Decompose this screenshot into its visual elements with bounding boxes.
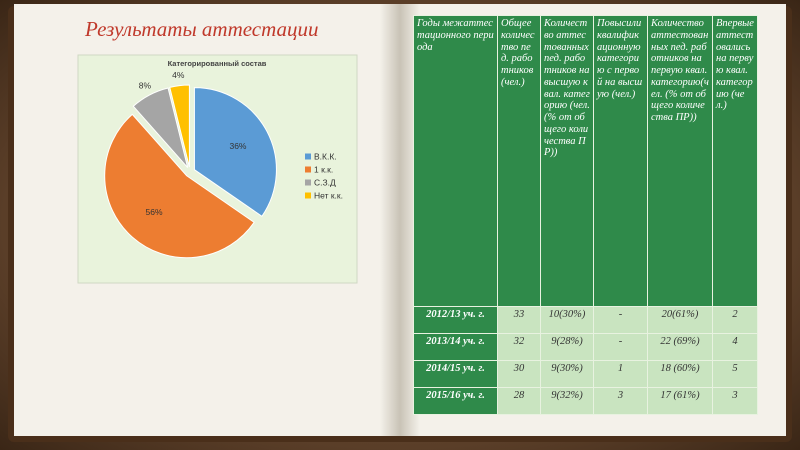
header-cell: Годы межаттестационного периода <box>413 15 498 307</box>
value-cell: 5 <box>712 360 758 388</box>
year-cell: 2015/16 уч. г. <box>413 387 498 415</box>
page-title: Результаты аттестации <box>84 17 319 41</box>
value-cell: 3 <box>593 387 648 415</box>
value-cell: 22 (69%) <box>647 333 713 361</box>
header-cell: Общее количество пед. работников (чел.) <box>497 15 541 307</box>
slice-label: 4% <box>172 70 185 80</box>
header-cell: Количество аттестованных пед. работников… <box>540 15 594 307</box>
legend-swatch <box>305 153 311 160</box>
data-row: 2012/13 уч. г. 33 10(30%) -20(61%) 2 <box>413 306 758 334</box>
value-cell: 28 <box>497 387 541 415</box>
legend-label: В.К.К. <box>314 151 337 161</box>
legend-swatch <box>305 192 311 199</box>
legend-label: Нет к.к. <box>314 190 343 200</box>
results-table: Годы межаттестационного периода Общее кол… <box>413 15 758 415</box>
year-cell: 2012/13 уч. г. <box>413 306 498 334</box>
value-cell: 20(61%) <box>647 306 713 334</box>
value-cell: 30 <box>497 360 541 388</box>
value-cell: 4 <box>712 333 758 361</box>
value-cell: 18 (60%) <box>647 360 713 388</box>
pie-slice <box>104 113 255 259</box>
header-cell: Повысили квалификационную категорию с пе… <box>593 15 648 307</box>
legend-swatch <box>305 166 311 173</box>
value-cell: - <box>593 333 648 361</box>
pie-slice <box>169 84 190 168</box>
header-cell: Впервые аттестовались на первую квал. ка… <box>712 15 758 307</box>
chart-title: Категорированный состав <box>168 59 267 68</box>
value-cell: 3 <box>712 387 758 415</box>
pie-slice <box>132 87 189 168</box>
value-cell: 9(28%) <box>540 333 594 361</box>
value-cell: 32 <box>497 333 541 361</box>
data-row: 2015/16 уч. г. 28 9(32%) 3 17 (61%) 3 <box>413 387 758 415</box>
value-cell: - <box>593 306 648 334</box>
legend-label: 1 к.к. <box>314 164 333 174</box>
value-cell: 1 <box>593 360 648 388</box>
year-cell: 2014/15 уч. г. <box>413 360 498 388</box>
year-cell: 2013/14 уч. г. <box>413 333 498 361</box>
value-cell: 33 <box>497 306 541 334</box>
value-cell: 9(30%) <box>540 360 594 388</box>
slice-label: 8% <box>139 80 152 90</box>
value-cell: 10(30%) <box>540 306 594 334</box>
data-row: 2014/15 уч. г. 30 9(30%) 1 18 (60%) 5 <box>413 360 758 388</box>
slice-label: 36% <box>229 141 246 151</box>
slice-label: 56% <box>146 207 163 217</box>
value-cell: 2 <box>712 306 758 334</box>
header-row: Годы межаттестационного периода Общее кол… <box>413 15 758 307</box>
legend-label: С.З.Д <box>314 177 336 187</box>
pie-slice <box>193 87 277 217</box>
value-cell: 9(32%) <box>540 387 594 415</box>
value-cell: 17 (61%) <box>647 387 713 415</box>
legend-swatch <box>305 179 311 186</box>
header-cell: Количество аттестованных пед. работников… <box>647 15 713 307</box>
data-row: 2013/14 уч. г. 32 9(28%) -22 (69%) 4 <box>413 333 758 361</box>
